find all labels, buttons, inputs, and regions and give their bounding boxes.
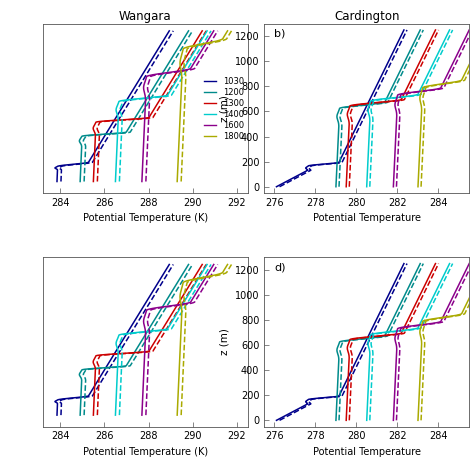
X-axis label: Potential Temperature: Potential Temperature	[313, 213, 421, 223]
X-axis label: Potential Temperature: Potential Temperature	[313, 447, 421, 457]
X-axis label: Potential Temperature (K): Potential Temperature (K)	[82, 447, 208, 457]
Y-axis label: z (m): z (m)	[219, 328, 229, 356]
Title: Wangara: Wangara	[119, 9, 172, 23]
Legend: 1030, 1200, 1300, 1400, 1600, 1800: 1030, 1200, 1300, 1400, 1600, 1800	[202, 75, 246, 143]
Title: Cardington: Cardington	[334, 9, 400, 23]
Y-axis label: z (m): z (m)	[219, 95, 229, 122]
Text: d): d)	[274, 263, 286, 273]
Text: b): b)	[274, 29, 286, 39]
X-axis label: Potential Temperature (K): Potential Temperature (K)	[82, 213, 208, 223]
